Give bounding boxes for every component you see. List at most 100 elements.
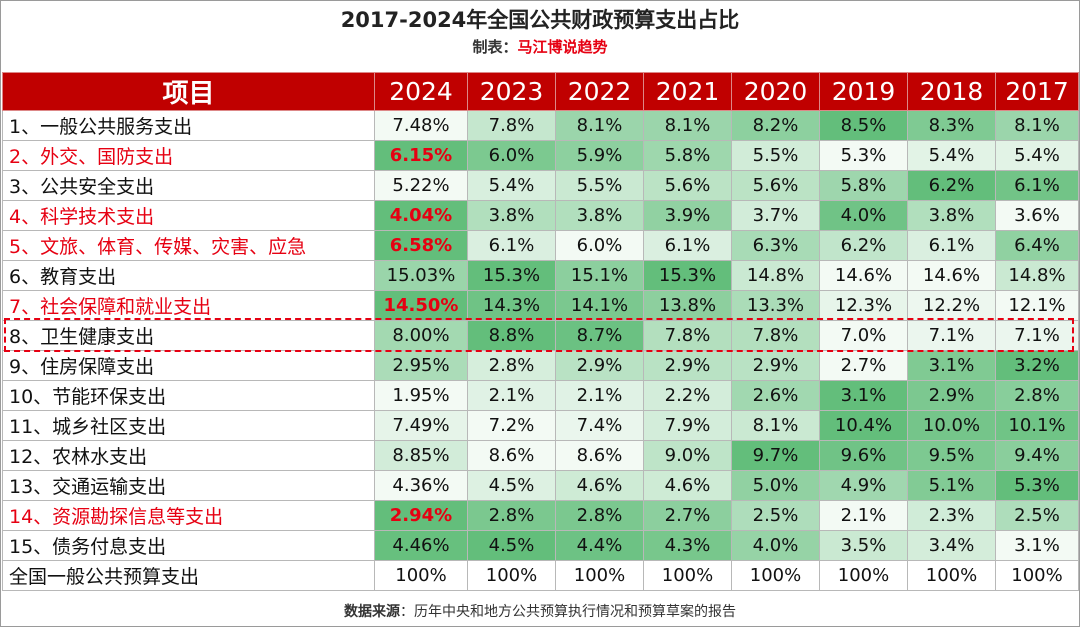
value-cell: 3.8% (907, 200, 996, 231)
value-cell: 6.1% (995, 170, 1079, 201)
table-row: 9、住房保障支出 2.95% 2.8% 2.9% 2.9% 2.9% 2.7% 3.1% 3.2… (2, 350, 1079, 381)
value-cell: 14.50% (374, 290, 468, 321)
value-cell: 2.7% (643, 500, 732, 531)
value-cell: 4.3% (643, 530, 732, 561)
budget-table: 项目 2024 2023 2022 2021 2020 2019 2018 2017 1、一般… (2, 72, 1079, 591)
value-cell: 4.5% (467, 530, 556, 561)
value-cell: 14.6% (907, 260, 996, 291)
value-cell: 7.48% (374, 110, 468, 141)
value-cell: 14.1% (555, 290, 644, 321)
value-cell: 5.22% (374, 170, 468, 201)
value-cell: 5.0% (731, 470, 820, 501)
value-cell: 10.1% (995, 410, 1079, 441)
source-sep: ： (400, 604, 414, 620)
value-cell: 15.03% (374, 260, 468, 291)
value-cell: 3.2% (995, 350, 1079, 381)
maker-name: 马江博说趋势 (517, 38, 608, 56)
value-cell: 100% (374, 560, 468, 591)
header-year-2020: 2020 (731, 72, 820, 111)
value-cell: 5.4% (995, 140, 1079, 171)
value-cell: 12.1% (995, 290, 1079, 321)
header-year-2022: 2022 (555, 72, 644, 111)
value-cell: 15.3% (467, 260, 556, 291)
value-cell: 4.46% (374, 530, 468, 561)
value-cell: 8.2% (731, 110, 820, 141)
value-cell: 8.1% (731, 410, 820, 441)
table-header-row: 项目 2024 2023 2022 2021 2020 2019 2018 2017 (2, 72, 1079, 111)
source-line: 数据来源：历年中央和地方公共预算执行情况和预算草案的报告 (0, 601, 1080, 621)
row-label: 8、卫生健康支出 (2, 320, 375, 351)
row-label: 7、社会保障和就业支出 (2, 290, 375, 321)
value-cell: 7.49% (374, 410, 468, 441)
value-cell: 6.2% (907, 170, 996, 201)
row-label: 13、交通运输支出 (2, 470, 375, 501)
table-row: 14、资源勘探信息等支出 2.94% 2.8% 2.8% 2.7% 2.5% 2.1% 2.3… (2, 500, 1079, 531)
table-row: 8、卫生健康支出 8.00% 8.8% 8.7% 7.8% 7.8% 7.0% 7.1% 7.1… (2, 320, 1079, 351)
value-cell: 4.04% (374, 200, 468, 231)
value-cell: 6.0% (467, 140, 556, 171)
value-cell: 2.95% (374, 350, 468, 381)
source-label: 数据来源 (344, 604, 400, 620)
value-cell: 6.1% (643, 230, 732, 261)
value-cell: 6.4% (995, 230, 1079, 261)
value-cell: 7.8% (643, 320, 732, 351)
value-cell: 14.3% (467, 290, 556, 321)
header-item: 项目 (2, 72, 375, 111)
value-cell: 6.1% (467, 230, 556, 261)
value-cell: 100% (643, 560, 732, 591)
row-label: 11、城乡社区支出 (2, 410, 375, 441)
value-cell: 7.2% (467, 410, 556, 441)
value-cell: 6.2% (819, 230, 908, 261)
value-cell: 7.4% (555, 410, 644, 441)
table-row: 全国一般公共预算支出 100% 100% 100% 100% 100% 100% 100% 10… (2, 560, 1079, 591)
table-row: 1、一般公共服务支出 7.48% 7.8% 8.1% 8.1% 8.2% 8.5% 8.3% 8… (2, 110, 1079, 141)
value-cell: 2.5% (731, 500, 820, 531)
row-label: 14、资源勘探信息等支出 (2, 500, 375, 531)
header-year-2021: 2021 (643, 72, 732, 111)
value-cell: 6.3% (731, 230, 820, 261)
value-cell: 15.1% (555, 260, 644, 291)
value-cell: 5.3% (995, 470, 1079, 501)
value-cell: 2.1% (467, 380, 556, 411)
value-cell: 2.8% (995, 380, 1079, 411)
value-cell: 2.6% (731, 380, 820, 411)
value-cell: 8.85% (374, 440, 468, 471)
table-row: 7、社会保障和就业支出 14.50% 14.3% 14.1% 13.8% 13.3% 12.… (2, 290, 1079, 321)
value-cell: 3.1% (819, 380, 908, 411)
value-cell: 8.5% (819, 110, 908, 141)
value-cell: 8.6% (555, 440, 644, 471)
value-cell: 3.9% (643, 200, 732, 231)
value-cell: 5.4% (907, 140, 996, 171)
value-cell: 14.6% (819, 260, 908, 291)
table-row: 12、农林水支出 8.85% 8.6% 8.6% 9.0% 9.7% 9.6% 9.5% 9.4… (2, 440, 1079, 471)
value-cell: 100% (731, 560, 820, 591)
row-label: 2、外交、国防支出 (2, 140, 375, 171)
value-cell: 2.94% (374, 500, 468, 531)
value-cell: 5.8% (819, 170, 908, 201)
row-label: 6、教育支出 (2, 260, 375, 291)
value-cell: 8.3% (907, 110, 996, 141)
value-cell: 2.5% (995, 500, 1079, 531)
value-cell: 7.1% (995, 320, 1079, 351)
value-cell: 2.3% (907, 500, 996, 531)
value-cell: 13.8% (643, 290, 732, 321)
table-row: 3、公共安全支出 5.22% 5.4% 5.5% 5.6% 5.6% 5.8% 6.2% 6.1… (2, 170, 1079, 201)
value-cell: 8.7% (555, 320, 644, 351)
value-cell: 100% (819, 560, 908, 591)
table-row: 11、城乡社区支出 7.49% 7.2% 7.4% 7.9% 8.1% 10.4% 10.0%… (2, 410, 1079, 441)
table-row: 10、节能环保支出 1.95% 2.1% 2.1% 2.2% 2.6% 3.1% 2.9% 2.… (2, 380, 1079, 411)
table-row: 6、教育支出 15.03% 15.3% 15.1% 15.3% 14.8% 14.6% 14.… (2, 260, 1079, 291)
value-cell: 6.1% (907, 230, 996, 261)
value-cell: 7.8% (467, 110, 556, 141)
value-cell: 13.3% (731, 290, 820, 321)
value-cell: 5.5% (555, 170, 644, 201)
value-cell: 4.5% (467, 470, 556, 501)
value-cell: 5.3% (819, 140, 908, 171)
value-cell: 12.3% (819, 290, 908, 321)
row-label: 4、科学技术支出 (2, 200, 375, 231)
value-cell: 3.6% (995, 200, 1079, 231)
header-year-2024: 2024 (374, 72, 468, 111)
header-year-2018: 2018 (907, 72, 996, 111)
table-row: 4、科学技术支出 4.04% 3.8% 3.8% 3.9% 3.7% 4.0% 3.8% 3.6… (2, 200, 1079, 231)
value-cell: 2.8% (467, 500, 556, 531)
